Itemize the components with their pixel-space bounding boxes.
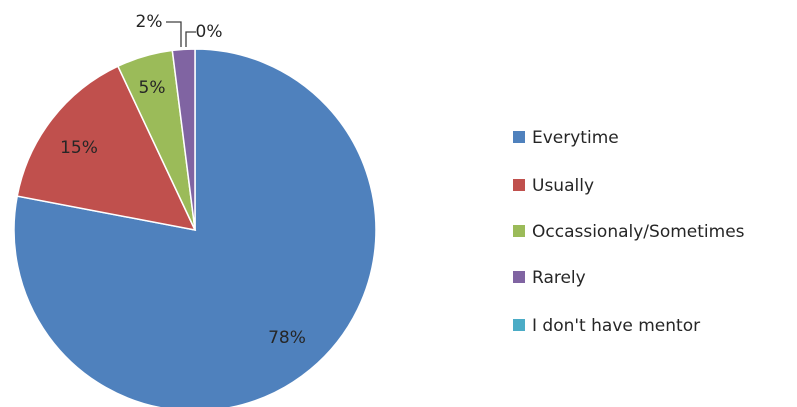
legend-swatch-rarely xyxy=(513,271,525,283)
legend-swatch-usually xyxy=(513,179,525,191)
data-label-rarely: 2% xyxy=(136,12,163,32)
data-label-no-mentor: 0% xyxy=(196,22,223,42)
leader-line-no-mentor xyxy=(185,31,196,47)
legend-label-usually: Usually xyxy=(532,176,594,196)
legend-label-everytime: Everytime xyxy=(532,128,619,148)
pie-slice-usually xyxy=(16,65,197,232)
legend-label-occasionally: Occassionaly/Sometimes xyxy=(532,222,745,242)
data-label-usually: 15% xyxy=(60,138,98,158)
legend: Everytime Usually Occassionaly/Sometimes… xyxy=(513,128,745,336)
data-label-everytime: 78% xyxy=(268,328,306,348)
pie-slice-rarely xyxy=(171,48,196,231)
pie-slices xyxy=(13,48,377,407)
legend-swatch-occasionally xyxy=(513,225,525,237)
leader-lines xyxy=(166,21,196,47)
pie-slice-everytime xyxy=(13,48,377,407)
legend-swatch-everytime xyxy=(513,131,525,143)
legend-swatch-no-mentor xyxy=(513,319,525,331)
legend-label-rarely: Rarely xyxy=(532,268,586,288)
data-label-occasionally: 5% xyxy=(139,78,166,98)
leader-line-rarely xyxy=(166,21,182,47)
legend-label-no-mentor: I don't have mentor xyxy=(532,316,700,336)
data-labels: 78% 15% 5% 2% 0% xyxy=(60,12,306,348)
